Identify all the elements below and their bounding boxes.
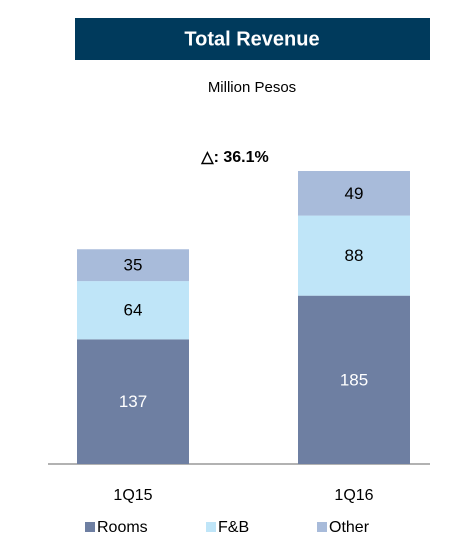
legend-swatch <box>206 522 216 532</box>
legend-label: Other <box>329 519 370 536</box>
chart-subtitle: Million Pesos <box>208 79 296 96</box>
data-label: 137 <box>119 392 147 411</box>
legend-label: Rooms <box>97 519 148 536</box>
title-banner <box>75 18 430 60</box>
data-label: 49 <box>345 184 364 203</box>
bar-segment <box>298 295 410 464</box>
bar-segment <box>77 249 189 282</box>
x-tick-label: 1Q15 <box>113 487 152 504</box>
chart-title: Total Revenue <box>184 28 319 50</box>
bar-segment <box>77 281 189 340</box>
annotation: △: 36.1% <box>200 149 268 166</box>
bar-segment <box>298 171 410 216</box>
legend-label: F&B <box>218 519 249 536</box>
bar-segment <box>298 215 410 296</box>
x-tick-label: 1Q16 <box>334 487 373 504</box>
data-label: 64 <box>124 301 143 320</box>
legend-swatch <box>85 522 95 532</box>
data-label: 35 <box>124 256 143 275</box>
legend-swatch <box>317 522 327 532</box>
data-label: 88 <box>345 246 364 265</box>
data-label: 185 <box>340 370 368 389</box>
bar-segment <box>77 339 189 464</box>
